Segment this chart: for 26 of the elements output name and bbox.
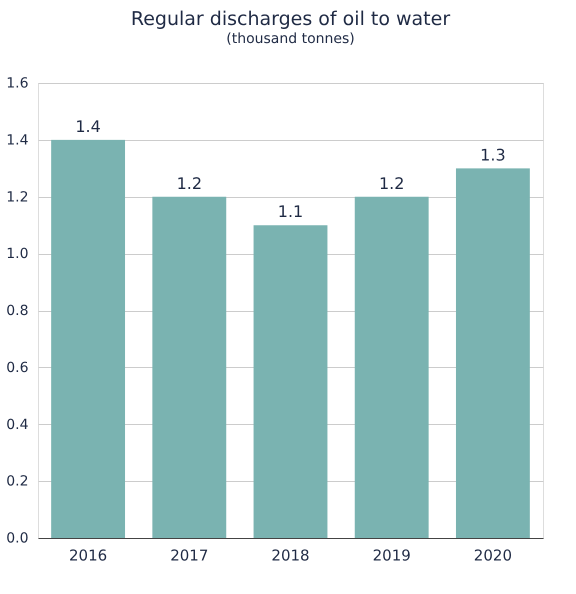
data-label: 1.2	[378, 174, 404, 193]
y-tick-label: 1.0	[6, 246, 28, 262]
y-tick-label: 0.6	[6, 360, 29, 376]
bar	[456, 168, 530, 538]
y-tick-label: 1.4	[6, 132, 29, 148]
data-label: 1.1	[278, 202, 304, 222]
x-tick-label: 2018	[271, 546, 310, 564]
data-label: 1.3	[480, 145, 506, 164]
y-tick-label: 0.4	[6, 416, 29, 433]
x-tick-label: 2020	[474, 546, 512, 564]
y-tick-label: 0.0	[6, 530, 28, 546]
x-tick-label: 2017	[170, 546, 208, 564]
chart-title: Regular discharges of oil to water	[130, 8, 450, 30]
data-label: 1.2	[176, 174, 202, 193]
chart-subtitle: (thousand tonnes)	[226, 31, 355, 47]
y-tick-label: 1.6	[6, 76, 29, 92]
bar	[152, 196, 226, 538]
x-tick-label: 2016	[69, 546, 108, 564]
bar	[51, 140, 126, 538]
x-tick-label: 2019	[372, 546, 411, 564]
data-label: 1.4	[75, 116, 101, 136]
y-tick-label: 0.8	[6, 303, 28, 319]
bar	[254, 225, 328, 538]
bar	[354, 196, 429, 538]
y-tick-label: 1.2	[6, 189, 28, 206]
y-tick-label: 0.2	[6, 474, 28, 490]
